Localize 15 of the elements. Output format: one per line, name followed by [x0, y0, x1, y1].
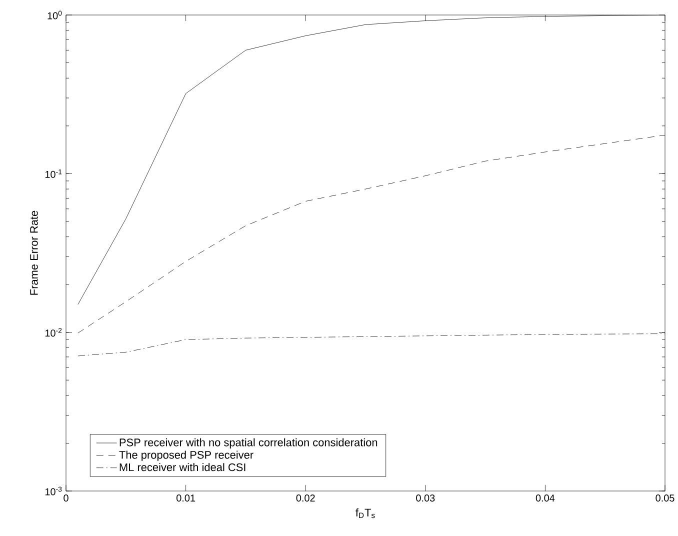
y-tick-label: 10$^{-2}$	[45, 328, 62, 337]
x-axis-title: f$_{D}$T$_{s}$	[356, 508, 375, 518]
legend-label: PSP receiver with no spatial correlation consideration	[120, 438, 378, 448]
x-tick-label: 0.02	[296, 494, 315, 502]
x-tick-label: 0.01	[176, 494, 196, 502]
x-tick-label: 0.05	[656, 494, 674, 502]
x-tick-label: 0.04	[536, 494, 555, 502]
x-tick-label: 0.03	[416, 494, 435, 502]
legend-label: ML receiver with ideal CSI	[120, 463, 246, 472]
y-tick-label: 10$^{0}$	[48, 10, 62, 20]
y-tick-label: 10$^{-1}$	[45, 169, 62, 178]
y-tick-label: 10$^{-3}$	[45, 486, 62, 496]
legend-label: The proposed PSP receiver	[119, 450, 254, 461]
y-axis-title: Frame Error Rate	[30, 210, 38, 295]
x-tick-label: 0	[64, 494, 68, 502]
